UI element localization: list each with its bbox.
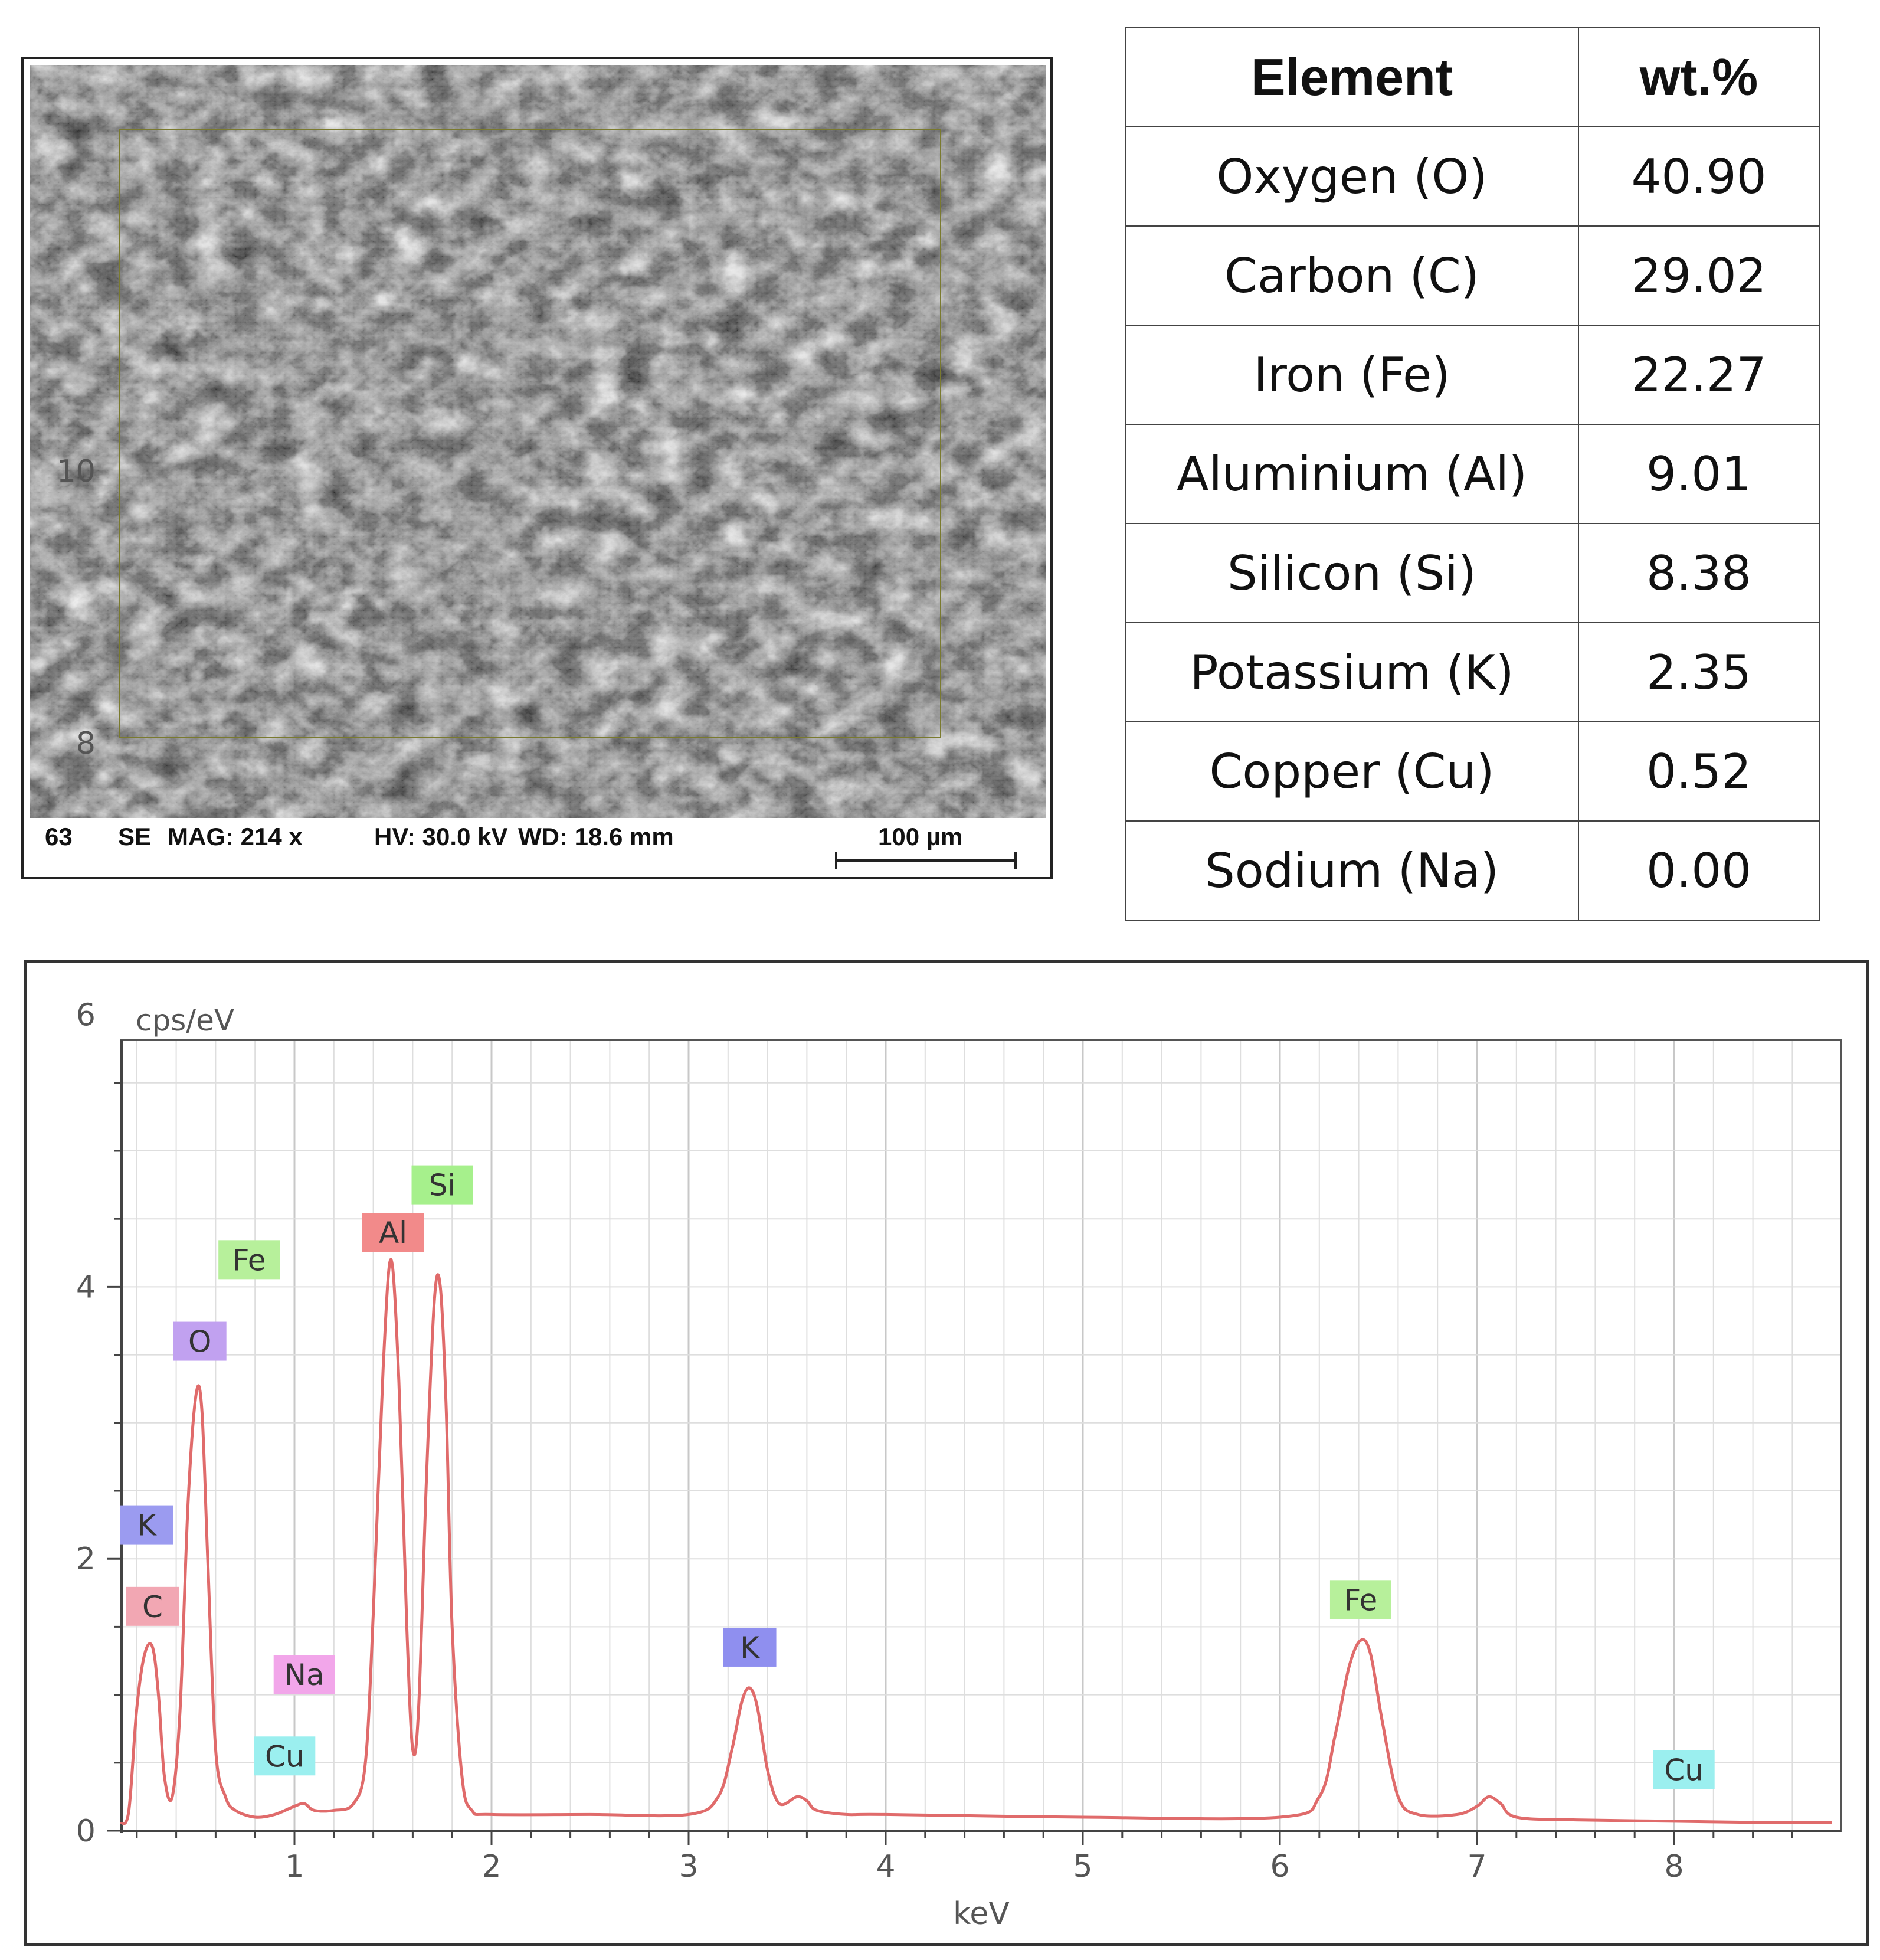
sem-magnification: MAG: 214 x: [168, 823, 303, 850]
element-cell: Potassium (K): [1125, 622, 1579, 722]
column-header-element: Element: [1125, 27, 1579, 127]
table-row: Sodium (Na) 0.00: [1125, 820, 1820, 921]
sem-image-number: 63: [45, 823, 73, 850]
table-row: Potassium (K) 2.35: [1125, 622, 1820, 722]
column-header-wt: wt.%: [1578, 27, 1820, 127]
element-cell: Carbon (C): [1125, 225, 1579, 326]
element-cell: Oxygen (O): [1125, 126, 1579, 227]
table-row: Oxygen (O) 40.90: [1125, 126, 1820, 227]
sem-scale-label: 100 µm: [878, 823, 963, 850]
element-cell: Silicon (Si): [1125, 523, 1579, 623]
element-cell: Sodium (Na): [1125, 820, 1579, 921]
wt-cell: 0.52: [1578, 721, 1820, 822]
sem-detector-mode: SE: [118, 823, 152, 850]
sem-high-voltage: HV: 30.0 kV: [374, 823, 508, 850]
table-row: Carbon (C) 29.02: [1125, 225, 1820, 326]
table-row: Iron (Fe) 22.27: [1125, 325, 1820, 425]
table-header-row: Element wt.%: [1125, 27, 1820, 127]
sem-panel: 63 SE MAG: 214 x HV: 30.0 kV WD: 18.6 mm…: [21, 57, 1053, 879]
element-cell: Aluminium (Al): [1125, 424, 1579, 524]
wt-cell: 40.90: [1578, 126, 1820, 227]
sem-working-distance: WD: 18.6 mm: [518, 823, 674, 850]
wt-cell: 9.01: [1578, 424, 1820, 524]
wt-cell: 29.02: [1578, 225, 1820, 326]
wt-cell: 22.27: [1578, 325, 1820, 425]
element-cell: Copper (Cu): [1125, 721, 1579, 822]
element-cell: Iron (Fe): [1125, 325, 1579, 425]
table-row: Copper (Cu) 0.52: [1125, 721, 1820, 822]
composition-table: Element wt.% Oxygen (O) 40.90 Carbon (C) 2…: [1125, 27, 1820, 921]
sem-scale-bar: [835, 852, 1017, 869]
wt-cell: 0.00: [1578, 820, 1820, 921]
wt-cell: 2.35: [1578, 622, 1820, 722]
table-row: Aluminium (Al) 9.01: [1125, 424, 1820, 524]
table-row: Silicon (Si) 8.38: [1125, 523, 1820, 623]
eds-panel: [24, 960, 1869, 1946]
wt-cell: 8.38: [1578, 523, 1820, 623]
sem-micrograph-image: [30, 65, 1046, 818]
